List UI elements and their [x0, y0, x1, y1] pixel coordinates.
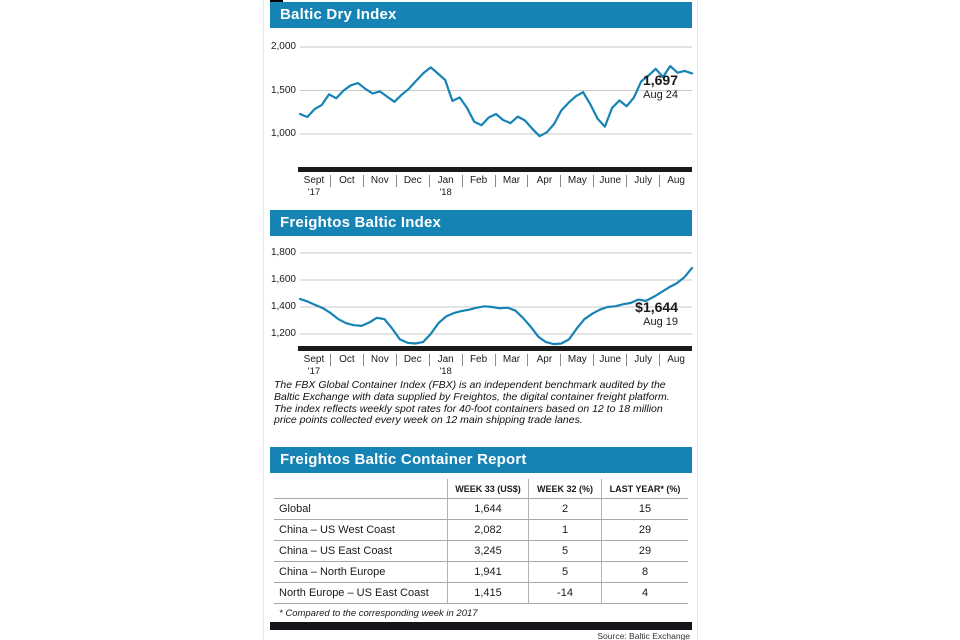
x-tick: Jan '18	[428, 354, 462, 377]
x-tick: Sept '17	[303, 175, 325, 198]
x-tick: Aug	[659, 354, 692, 366]
y-tick-label: 2,000	[270, 41, 296, 52]
bdi-series-line	[298, 65, 694, 138]
y-tick-label: 1,600	[270, 274, 296, 285]
x-tick: July	[626, 175, 659, 187]
banner-baltic-dry-index: Baltic Dry Index	[270, 2, 692, 28]
table-row: Global 1,644 2 15	[274, 498, 688, 519]
x-tick: Sept '17	[303, 354, 325, 377]
infographic-column: Baltic Dry Index 2,000 1,500 1,000 1,697…	[270, 0, 694, 640]
annotation-value: 1,697	[642, 72, 678, 88]
fbx-x-axis-labels: Sept '17 Oct Nov Dec Jan '18 Feb Mar Apr M…	[298, 354, 692, 377]
cell-last-year: 15	[601, 499, 688, 519]
x-tick: Aug	[659, 175, 692, 187]
x-tick: Nov	[362, 175, 396, 187]
table-header-row: WEEK 33 (US$) WEEK 32 (%) LAST YEAR* (%)	[274, 479, 688, 498]
x-tick: May	[560, 354, 593, 366]
x-tick: Jan '18	[428, 175, 462, 198]
cell-week32: 5	[528, 541, 601, 561]
x-tick: Apr	[527, 175, 560, 187]
x-tick: May	[560, 175, 593, 187]
fbx-end-annotation: $1,644 Aug 19	[590, 300, 678, 328]
cell-week33: 1,644	[447, 499, 528, 519]
table-row: China – North Europe 1,941 5 8	[274, 561, 688, 582]
y-tick-label: 1,800	[270, 247, 296, 258]
x-tick: Feb	[461, 175, 495, 187]
row-label: China – US West Coast	[279, 524, 395, 536]
annotation-date: Aug 24	[643, 89, 678, 101]
annotation-value: $1,644	[635, 299, 678, 315]
column-rule-right	[697, 0, 698, 640]
cell-last-year: 4	[601, 583, 688, 603]
row-label: North Europe – US East Coast	[279, 587, 429, 599]
bottom-rule	[270, 622, 692, 630]
cell-week33: 1,941	[447, 562, 528, 582]
column-rule-left	[263, 0, 264, 640]
x-tick: Feb	[461, 354, 495, 366]
cell-week33: 2,082	[447, 520, 528, 540]
table-row: China – US East Coast 3,245 5 29	[274, 540, 688, 561]
y-tick-label: 1,200	[270, 328, 296, 339]
table-title: Freightos Baltic Container Report	[280, 451, 527, 468]
cell-week32: 5	[528, 562, 601, 582]
x-tick: Mar	[494, 354, 528, 366]
bdi-x-axis-labels: Sept '17 Oct Nov Dec Jan '18 Feb Mar Apr M…	[298, 175, 692, 198]
banner-freightos-baltic-index: Freightos Baltic Index	[270, 210, 692, 236]
row-label: China – North Europe	[279, 566, 386, 578]
cell-week33: 3,245	[447, 541, 528, 561]
row-label: Global	[279, 503, 311, 515]
header-cell	[274, 479, 447, 498]
fbx-x-axis-bar	[298, 346, 692, 351]
header-cell: WEEK 33 (US$)	[447, 479, 528, 498]
x-tick: Oct	[329, 354, 363, 366]
bdi-end-annotation: 1,697 Aug 24	[590, 73, 678, 101]
annotation-date: Aug 19	[643, 316, 678, 328]
row-label: China – US East Coast	[279, 545, 393, 557]
x-tick: Apr	[527, 354, 560, 366]
bdi-x-axis-bar	[298, 167, 692, 172]
table-footnote: * Compared to the corresponding week in …	[274, 603, 688, 624]
fbx-series-line	[298, 267, 694, 346]
top-crop-mark	[270, 0, 283, 3]
x-tick: June	[593, 354, 626, 366]
header-cell: LAST YEAR* (%)	[601, 479, 688, 498]
fbx-line-chart	[298, 252, 694, 346]
cell-last-year: 8	[601, 562, 688, 582]
cell-week32: 1	[528, 520, 601, 540]
table-row: North Europe – US East Coast 1,415 -14 4	[274, 582, 688, 603]
container-report-table: WEEK 33 (US$) WEEK 32 (%) LAST YEAR* (%)…	[274, 479, 688, 624]
cell-last-year: 29	[601, 541, 688, 561]
chart-title: Freightos Baltic Index	[280, 214, 442, 231]
cell-last-year: 29	[601, 520, 688, 540]
cell-week32: 2	[528, 499, 601, 519]
cell-week32: -14	[528, 583, 601, 603]
chart-title: Baltic Dry Index	[280, 6, 397, 23]
x-tick: Dec	[395, 175, 429, 187]
x-tick: July	[626, 354, 659, 366]
y-tick-label: 1,000	[270, 128, 296, 139]
bdi-line-chart	[298, 46, 694, 138]
table-row: China – US West Coast 2,082 1 29	[274, 519, 688, 540]
y-tick-label: 1,400	[270, 301, 296, 312]
x-tick: Oct	[329, 175, 363, 187]
y-tick-label: 1,500	[270, 85, 296, 96]
x-tick: June	[593, 175, 626, 187]
cell-week33: 1,415	[447, 583, 528, 603]
header-cell: WEEK 32 (%)	[528, 479, 601, 498]
x-tick: Nov	[362, 354, 396, 366]
x-tick: Mar	[494, 175, 528, 187]
fbx-description: The FBX Global Container Index (FBX) is …	[274, 379, 670, 427]
banner-container-report: Freightos Baltic Container Report	[270, 447, 692, 473]
x-tick: Dec	[395, 354, 429, 366]
source-label: Source: Baltic Exchange	[597, 631, 690, 640]
